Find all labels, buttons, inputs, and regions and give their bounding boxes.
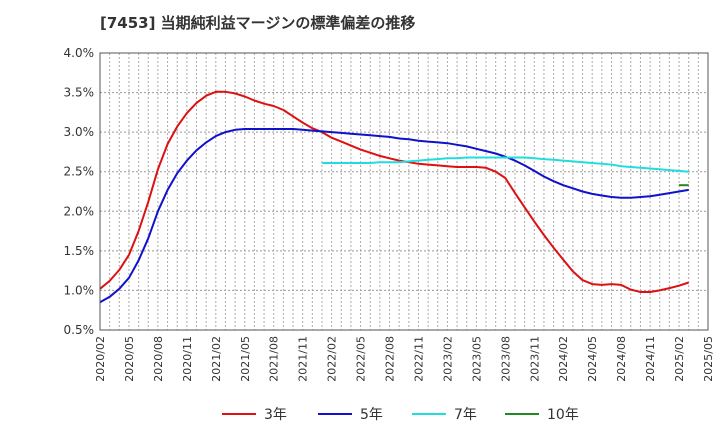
y-tick-label: 2.0% — [64, 204, 95, 218]
legend-label: 7年 — [454, 407, 477, 423]
x-tick-label: 2022/05 — [355, 336, 368, 382]
y-tick-label: 1.0% — [64, 283, 95, 297]
y-tick-label: 3.0% — [64, 125, 95, 139]
x-tick-label: 2022/02 — [326, 336, 339, 382]
x-tick-label: 2022/08 — [384, 336, 397, 382]
legend-label: 10年 — [547, 407, 579, 423]
y-tick-label: 0.5% — [64, 323, 95, 337]
chart-title: [7453] 当期純利益マージンの標準偏差の推移 — [100, 14, 415, 32]
legend-label: 5年 — [360, 407, 383, 423]
x-tick-label: 2020/11 — [181, 336, 194, 382]
x-tick-label: 2023/11 — [528, 336, 541, 382]
x-tick-label: 2020/02 — [94, 336, 107, 382]
x-tick-label: 2020/08 — [152, 336, 165, 382]
legend: 3年 5年 7年 10年 — [222, 407, 579, 423]
x-tick-label: 2021/11 — [297, 336, 310, 382]
x-tick-label: 2025/05 — [702, 336, 715, 382]
series-line-0 — [99, 90, 690, 293]
x-tick-label: 2023/02 — [441, 336, 454, 382]
series-line-1 — [99, 128, 689, 304]
y-tick-label: 3.5% — [64, 86, 95, 100]
x-tick-label: 2024/02 — [557, 336, 570, 382]
x-tick-label: 2025/02 — [673, 336, 686, 382]
x-axis-ticks: 2020/02 2020/05 2020/08 2020/11 2021/02 2021/… — [94, 336, 715, 382]
x-tick-label: 2023/05 — [470, 336, 483, 382]
y-tick-label: 2.5% — [64, 165, 95, 179]
x-tick-label: 2021/08 — [268, 336, 281, 382]
x-tick-label: 2021/05 — [239, 336, 252, 382]
x-tick-label: 2021/02 — [210, 336, 223, 382]
x-tick-label: 2020/05 — [123, 336, 136, 382]
series-line-2 — [322, 156, 689, 173]
x-tick-label: 2022/11 — [412, 336, 425, 382]
plot-frame — [99, 52, 709, 331]
y-axis-ticks: 0.5% 1.0% 1.5% 2.0% 2.5% 3.0% 3.5% 4.0% — [64, 46, 95, 337]
x-tick-label: 2024/08 — [615, 336, 628, 382]
legend-label: 3年 — [264, 407, 287, 423]
y-tick-label: 1.5% — [64, 244, 95, 258]
grid — [99, 52, 709, 331]
series-lines — [99, 90, 690, 304]
y-tick-label: 4.0% — [64, 46, 95, 60]
x-tick-label: 2024/05 — [586, 336, 599, 382]
x-tick-label: 2023/08 — [499, 336, 512, 382]
x-tick-label: 2024/11 — [644, 336, 657, 382]
